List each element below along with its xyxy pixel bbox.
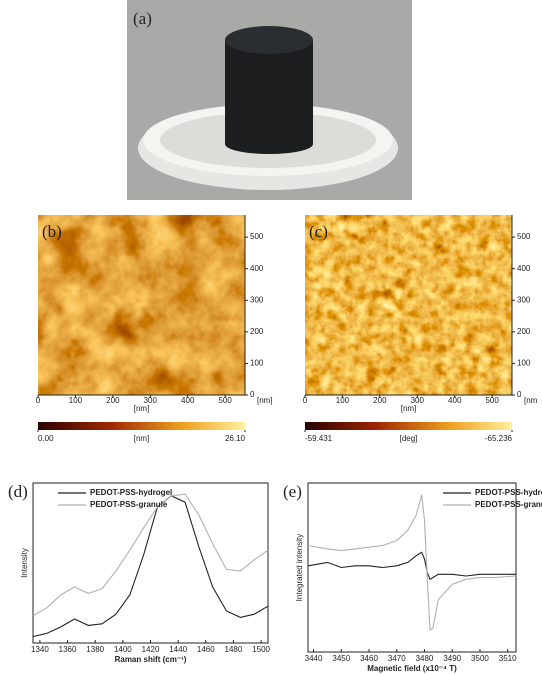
x-tick-label: 3470 bbox=[388, 654, 406, 663]
x-tick-label: 400 bbox=[181, 396, 195, 405]
x-tick-label: 3500 bbox=[471, 654, 489, 663]
x-tick-label: 1360 bbox=[59, 645, 77, 654]
x-tick-label: 0 bbox=[303, 396, 308, 405]
y-axis-title: Integrated intensity bbox=[295, 534, 304, 602]
colorbar bbox=[305, 422, 512, 430]
x-tick-label: 100 bbox=[336, 396, 350, 405]
x-unit-end: [nm bbox=[524, 396, 538, 405]
y-tick-label: 300 bbox=[517, 295, 531, 304]
y-tick-label: 400 bbox=[250, 264, 264, 273]
y-tick-label: 100 bbox=[250, 359, 264, 368]
colorbar-label: 0.00 bbox=[38, 434, 54, 443]
afm-image bbox=[38, 215, 245, 395]
y-tick-label: 500 bbox=[517, 232, 531, 241]
x-tick-label: 3450 bbox=[332, 654, 350, 663]
x-tick-label: 3510 bbox=[499, 654, 517, 663]
colorbar-label: 26.10 bbox=[225, 434, 246, 443]
y-tick-label: 200 bbox=[250, 327, 264, 336]
y-tick-label: 100 bbox=[517, 359, 531, 368]
x-unit: [nm] bbox=[401, 404, 417, 413]
x-tick-label: 100 bbox=[69, 396, 83, 405]
y-tick-label: 0 bbox=[517, 390, 522, 399]
y-tick-label: 200 bbox=[517, 327, 531, 336]
x-tick-label: 1420 bbox=[142, 645, 160, 654]
x-tick-label: 1400 bbox=[114, 645, 132, 654]
x-tick-label: 1440 bbox=[169, 645, 187, 654]
x-unit-end: [nm] bbox=[257, 396, 273, 405]
x-tick-label: 200 bbox=[373, 396, 387, 405]
y-axis-title: Intensity bbox=[20, 548, 29, 578]
x-tick-label: 1480 bbox=[225, 645, 243, 654]
colorbar-label: -59.431 bbox=[305, 434, 333, 443]
y-tick-label: 0 bbox=[250, 390, 255, 399]
colorbar-unit: [nm] bbox=[134, 434, 150, 443]
x-tick-label: 1380 bbox=[86, 645, 104, 654]
x-tick-label: 500 bbox=[485, 396, 499, 405]
series-line bbox=[308, 495, 516, 630]
y-tick-label: 300 bbox=[250, 295, 264, 304]
colorbar-label: -65.236 bbox=[485, 434, 513, 443]
y-tick-label: 400 bbox=[517, 264, 531, 273]
x-tick-label: 500 bbox=[218, 396, 232, 405]
x-tick-label: 3460 bbox=[360, 654, 378, 663]
panel-label: (e) bbox=[283, 482, 302, 501]
x-axis-title: Magnetic field (x10⁻⁴ T) bbox=[367, 664, 457, 673]
x-tick-label: 0 bbox=[36, 396, 41, 405]
series-line bbox=[33, 494, 268, 616]
x-tick-label: 1460 bbox=[197, 645, 215, 654]
x-axis-title: Raman shift (cm⁻¹) bbox=[115, 655, 187, 664]
photo: (a) bbox=[127, 0, 412, 200]
x-tick-label: 400 bbox=[448, 396, 462, 405]
x-tick-label: 3440 bbox=[305, 654, 323, 663]
panel-label: (c) bbox=[309, 222, 328, 241]
y-tick-label: 500 bbox=[250, 232, 264, 241]
series-line bbox=[308, 552, 516, 579]
afm-image bbox=[305, 215, 512, 395]
panel-label: (b) bbox=[42, 222, 62, 241]
x-tick-label: 1500 bbox=[252, 645, 270, 654]
x-unit: [nm] bbox=[134, 404, 150, 413]
legend-label: PEDOT-PSS-hydrogel bbox=[90, 488, 172, 497]
colorbar bbox=[38, 422, 245, 430]
x-tick-label: 3490 bbox=[443, 654, 461, 663]
legend-label: PEDOT-PSS-hydrogel bbox=[475, 488, 542, 497]
figure: (a) (b) 0 100 200 300 400 500 0 100 200 300 400 500 [… bbox=[0, 0, 542, 674]
legend-label: PEDOT-PSS-granule bbox=[90, 500, 168, 509]
x-tick-label: 200 bbox=[106, 396, 120, 405]
panel-label: (d) bbox=[8, 482, 28, 501]
x-tick-label: 3480 bbox=[416, 654, 434, 663]
legend-label: PEDOT-PSS-granule bbox=[475, 500, 542, 509]
panel-label: (a) bbox=[133, 9, 152, 28]
colorbar-unit: [deg] bbox=[400, 434, 418, 443]
x-tick-label: 1340 bbox=[31, 645, 49, 654]
